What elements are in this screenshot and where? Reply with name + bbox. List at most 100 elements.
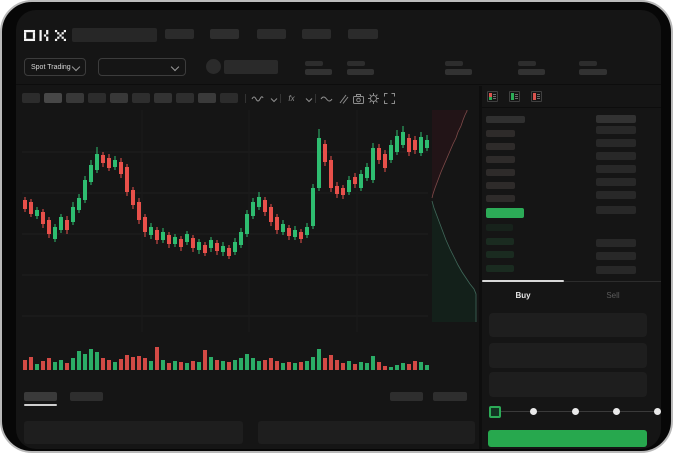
ask-price-bar	[486, 156, 515, 163]
nav-item-placeholder[interactable]	[165, 29, 194, 39]
tab-indicator	[482, 280, 564, 282]
chart-type-icon[interactable]	[251, 92, 264, 105]
interval-button-placeholder[interactable]	[198, 93, 216, 103]
stat-value-placeholder	[305, 69, 332, 75]
stat-label-placeholder	[445, 61, 463, 66]
volume-chart	[23, 347, 429, 370]
bottom-tab-active-placeholder[interactable]	[24, 392, 57, 401]
orders-table-placeholder	[24, 421, 243, 444]
pair-selector-dropdown[interactable]	[98, 58, 186, 76]
book-icon-lines	[515, 93, 518, 100]
slider-stop[interactable]	[571, 408, 579, 415]
nav-item-placeholder[interactable]	[210, 29, 239, 39]
ask-price-bar	[486, 195, 515, 202]
ask-amount-bar	[596, 126, 636, 134]
book-icon-bar	[511, 93, 514, 100]
ask-price-bar	[486, 130, 515, 137]
ask-price-bar	[486, 169, 515, 176]
bottom-action-placeholder[interactable]	[433, 392, 467, 401]
pair-title-placeholder[interactable]	[72, 28, 157, 42]
chevron-down-icon	[71, 62, 81, 72]
interval-button-placeholder[interactable]	[176, 93, 194, 103]
book-icon-lines	[537, 93, 540, 100]
bid-amount-bar	[596, 265, 636, 274]
stat-value-placeholder	[579, 69, 607, 75]
order-total-field[interactable]	[489, 372, 647, 397]
slider-stop[interactable]	[612, 408, 620, 415]
bid-price-bar	[486, 251, 514, 258]
ask-amount-bar	[596, 191, 636, 199]
tab-buy[interactable]: Buy	[482, 291, 564, 300]
stat-label-placeholder	[347, 61, 365, 66]
fullscreen-icon[interactable]	[383, 92, 396, 105]
chart-gridlines	[22, 110, 428, 332]
book-asks-icon[interactable]	[531, 91, 542, 102]
bottom-tab-placeholder[interactable]	[70, 392, 103, 401]
camera-snapshot-icon[interactable]	[352, 92, 365, 105]
slider-handle[interactable]	[489, 406, 501, 418]
slider-stop[interactable]	[654, 408, 661, 415]
ask-amount-bar	[596, 152, 636, 160]
ask-amount-bar	[596, 178, 636, 186]
bid-price-bar	[486, 224, 513, 231]
nav-item-placeholder[interactable]	[257, 29, 286, 39]
stat-label-placeholder	[518, 61, 536, 66]
interval-button-placeholder[interactable]	[44, 93, 62, 103]
price-placeholder	[224, 60, 278, 74]
tab-buy-label: Buy	[515, 291, 531, 300]
interval-button-placeholder[interactable]	[154, 93, 172, 103]
last-price-bar	[486, 208, 524, 218]
stat-value-placeholder	[518, 69, 545, 75]
bottom-tab-underline	[24, 404, 57, 406]
last-amount-bar	[596, 206, 636, 214]
market-mode-dropdown[interactable]: Spot Trading	[24, 58, 86, 76]
tab-sell-label: Sell	[606, 291, 620, 300]
nav-item-placeholder[interactable]	[348, 29, 378, 39]
book-bids-icon[interactable]	[509, 91, 520, 102]
stat-label-placeholder	[305, 61, 323, 66]
book-icon-bar	[489, 93, 492, 100]
amount-slider[interactable]	[489, 406, 661, 418]
stat-value-placeholder	[445, 69, 472, 75]
interval-button-placeholder[interactable]	[22, 93, 40, 103]
bottom-action-placeholder[interactable]	[390, 392, 423, 401]
bid-price-bar	[486, 264, 514, 272]
chevron-down-icon	[170, 62, 180, 72]
bid-amount-bar	[596, 252, 636, 260]
fx-indicators-icon[interactable]: fx	[288, 94, 295, 103]
interval-button-placeholder[interactable]	[88, 93, 106, 103]
chevron-down-icon[interactable]	[267, 93, 280, 106]
interval-button-placeholder[interactable]	[110, 93, 128, 103]
app-window: Spot Trading	[16, 10, 661, 449]
interval-button-placeholder[interactable]	[220, 93, 238, 103]
history-table-placeholder	[258, 421, 475, 444]
interval-button-placeholder[interactable]	[66, 93, 84, 103]
coin-avatar	[206, 59, 221, 74]
chart-pane[interactable]	[22, 110, 429, 332]
market-mode-label: Spot Trading	[31, 63, 71, 71]
compare-icon[interactable]	[336, 92, 349, 105]
nav-item-placeholder[interactable]	[302, 29, 331, 39]
bid-price-bar	[486, 237, 514, 245]
ask-amount-bar	[596, 139, 636, 147]
okx-logo	[24, 29, 66, 42]
depth-chart	[431, 110, 477, 322]
settings-gear-icon[interactable]	[367, 92, 380, 105]
line-tools-icon[interactable]	[320, 92, 333, 105]
slider-stop[interactable]	[530, 408, 538, 415]
ask-price-bar	[486, 143, 515, 150]
ask-amount-bar	[596, 165, 636, 173]
buy-submit-button[interactable]	[488, 430, 647, 447]
book-header-right	[596, 115, 636, 123]
book-combined-icon[interactable]	[487, 91, 498, 102]
ask-price-bar	[486, 182, 515, 189]
order-amount-field[interactable]	[489, 343, 647, 368]
order-price-field[interactable]	[489, 313, 647, 337]
book-icon-bar	[533, 93, 536, 100]
tab-sell[interactable]: Sell	[572, 291, 654, 300]
interval-button-placeholder[interactable]	[132, 93, 150, 103]
chevron-down-icon[interactable]	[302, 93, 315, 106]
stat-label-placeholder	[579, 61, 597, 66]
